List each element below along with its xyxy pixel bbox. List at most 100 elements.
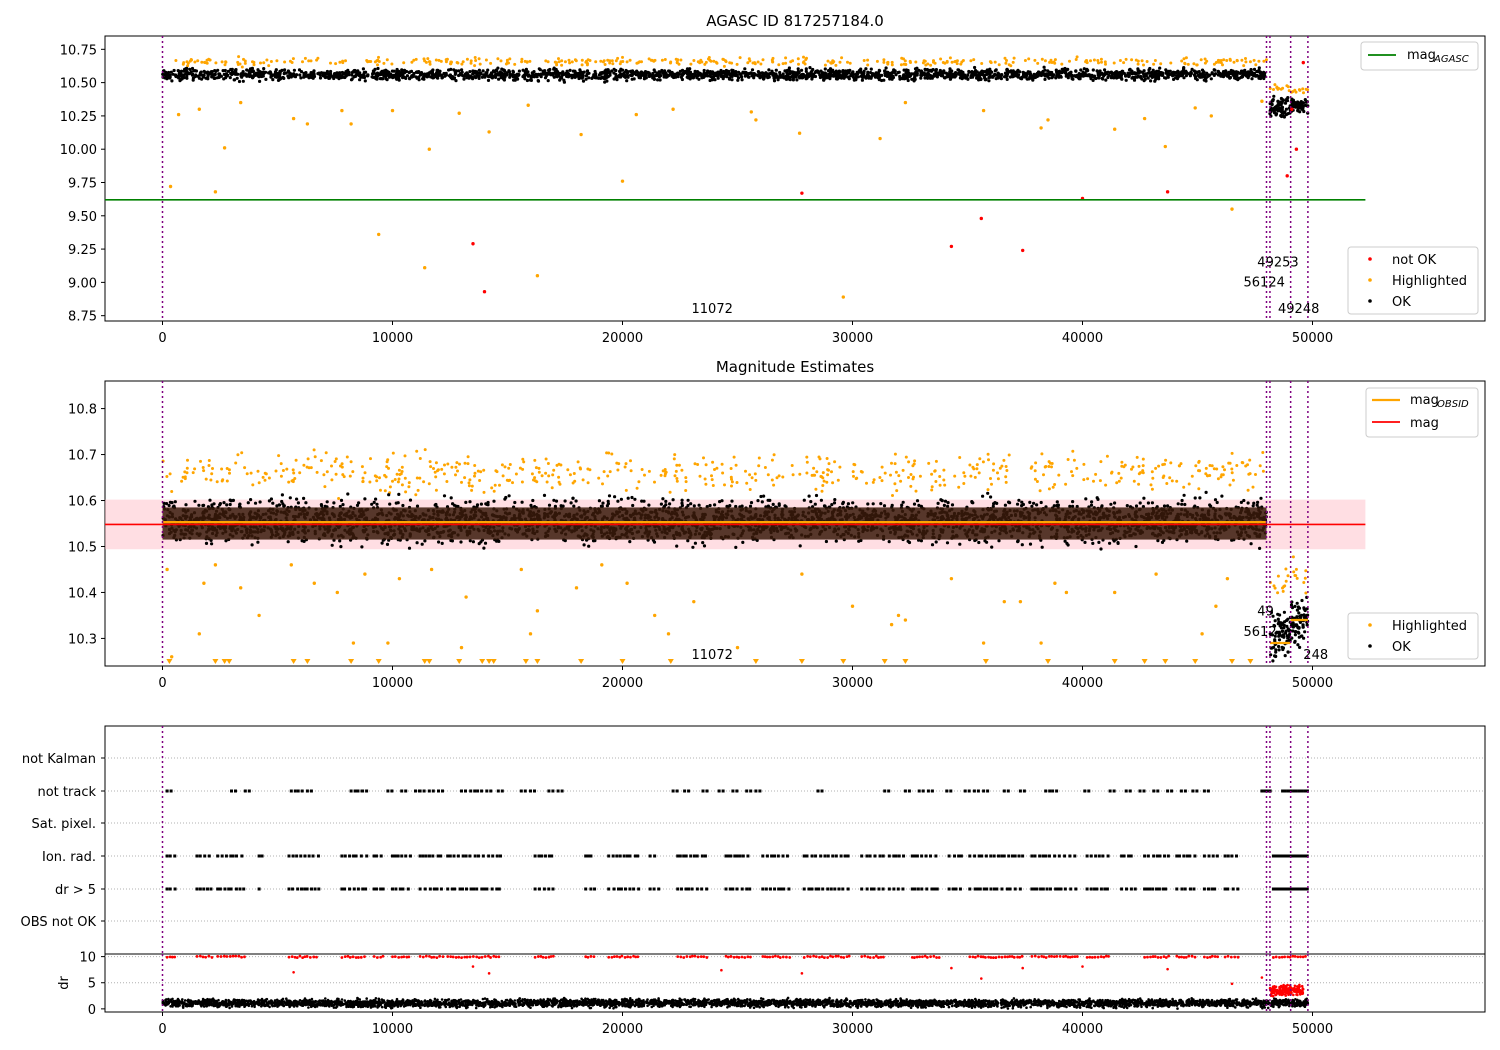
data-point [204,541,209,546]
data-point [1096,59,1100,62]
data-point [875,59,879,63]
data-point [1047,487,1051,491]
data-point [1257,76,1261,80]
data-point [292,74,296,78]
data-point [1206,474,1210,478]
data-point [410,75,414,79]
data-point [698,474,702,478]
data-point [722,58,725,61]
data-point [778,73,782,77]
data-point [1137,71,1141,75]
data-point [905,76,909,80]
data-point [267,64,271,68]
data-point [883,471,887,475]
data-point [1074,58,1078,61]
data-point [659,473,663,477]
data-point [363,471,367,475]
data-point [1123,463,1127,467]
data-point [349,78,354,82]
data-point [499,59,503,63]
data-point [948,67,952,71]
data-point [398,473,402,476]
data-point [904,63,908,66]
data-point [904,71,908,75]
data-point [882,78,886,82]
data-point [191,471,195,475]
data-point [281,75,285,80]
data-point [1262,59,1266,63]
data-point [1257,59,1261,63]
x-tick-label: 40000 [1062,331,1103,346]
data-point [1261,451,1265,454]
data-point [851,470,855,474]
data-point [447,68,451,72]
data-point [277,454,281,458]
data-point [871,480,875,484]
data-point [546,60,550,64]
data-point [432,467,435,470]
data-point [708,78,712,83]
not-ok-point [979,216,983,221]
data-point [747,75,751,79]
data-point [781,72,785,76]
data-point [754,478,758,482]
data-point [1099,460,1103,464]
data-point [1039,500,1043,505]
data-point [689,62,693,66]
data-point [966,77,970,81]
data-point [1051,485,1055,489]
data-point [465,57,469,61]
data-point [458,72,462,76]
data-point [1121,69,1125,73]
data-point [989,69,993,73]
data-point [165,475,169,478]
data-point [383,489,387,493]
data-point [878,476,882,479]
data-point [373,75,377,79]
data-point [1043,68,1047,72]
data-point [841,502,845,506]
data-point [210,75,214,79]
data-point [265,58,269,62]
data-point [1150,71,1154,75]
data-point [919,73,923,77]
data-point [1142,72,1146,76]
data-point [193,75,197,79]
data-point [884,66,888,70]
data-point [1027,57,1031,61]
data-point [400,465,404,469]
data-point [615,461,619,465]
data-point [663,474,667,478]
data-point [1049,58,1053,62]
data-point [446,462,450,466]
data-point [379,488,382,492]
data-point [653,70,657,74]
data-point [340,465,344,469]
data-point [373,474,377,478]
data-point [688,67,692,71]
data-point [989,477,992,480]
not-ok-point [1294,147,1299,151]
data-point [206,70,210,74]
data-point [1180,59,1184,63]
data-point [342,475,346,479]
data-point [597,76,601,80]
data-point [693,69,697,73]
data-point [1219,475,1223,479]
data-point [496,57,500,61]
data-point [1248,458,1252,462]
data-point [1052,60,1056,64]
data-point [207,464,211,467]
data-point [872,478,876,482]
data-point [250,543,254,547]
data-point [861,75,865,80]
data-point [542,69,547,73]
data-point [532,478,535,482]
data-point [252,60,256,64]
data-point [560,59,564,63]
data-point [329,69,333,74]
data-point [1270,102,1274,107]
data-point [860,78,865,82]
data-point [909,484,913,488]
data-point [273,71,278,75]
